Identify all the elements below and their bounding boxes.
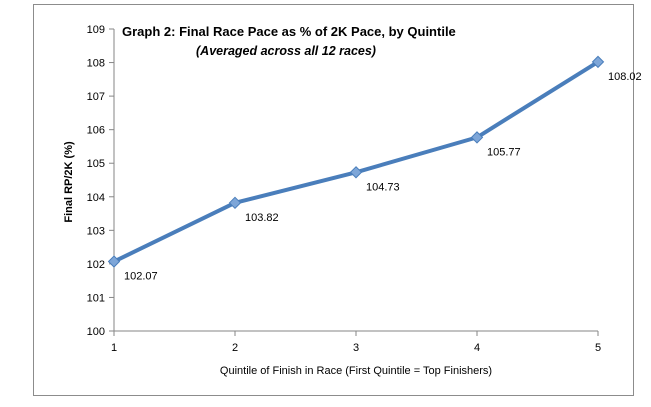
data-label: 105.77	[487, 146, 521, 158]
y-tick-label: 101	[87, 292, 105, 304]
y-tick-label: 109	[87, 24, 105, 36]
y-axis: 100 101 102 103 104 105 106 107 108 109	[87, 24, 115, 338]
y-axis-title: Final RP/2K (%)	[63, 141, 75, 223]
data-point-marker	[349, 166, 363, 179]
y-tick-label: 100	[87, 326, 105, 338]
data-point-marker	[591, 55, 605, 69]
y-tick-label: 103	[87, 225, 105, 237]
data-point-marker	[107, 255, 121, 268]
chart-title: Graph 2: Final Race Pace as % of 2K Pace…	[122, 24, 456, 39]
x-tick-label: 3	[353, 342, 359, 354]
data-labels: 102.07 103.82 104.73 105.77 108.02	[124, 71, 642, 283]
y-tick-label: 108	[87, 58, 105, 70]
data-point-marker	[470, 131, 484, 144]
x-tick-label: 1	[111, 342, 117, 354]
data-label: 104.73	[366, 181, 400, 193]
x-tick-label: 5	[595, 342, 601, 354]
x-tick-label: 2	[232, 342, 238, 354]
series-final-rp	[107, 55, 605, 268]
y-tick-label: 104	[87, 192, 105, 204]
chart-subtitle: (Averaged across all 12 races)	[196, 44, 376, 58]
y-tick-label: 107	[87, 91, 105, 103]
data-point-marker	[228, 196, 242, 210]
y-tick-label: 102	[87, 259, 105, 271]
data-label: 103.82	[245, 212, 279, 224]
data-label: 102.07	[124, 271, 158, 283]
x-tick-label: 4	[474, 342, 480, 354]
series-line	[112, 59, 600, 264]
y-tick-label: 106	[87, 125, 105, 137]
x-axis: 1 2 3 4 5	[111, 330, 601, 354]
x-axis-title: Quintile of Finish in Race (First Quinti…	[220, 365, 492, 377]
data-label: 108.02	[608, 71, 642, 83]
y-tick-label: 105	[87, 158, 105, 170]
